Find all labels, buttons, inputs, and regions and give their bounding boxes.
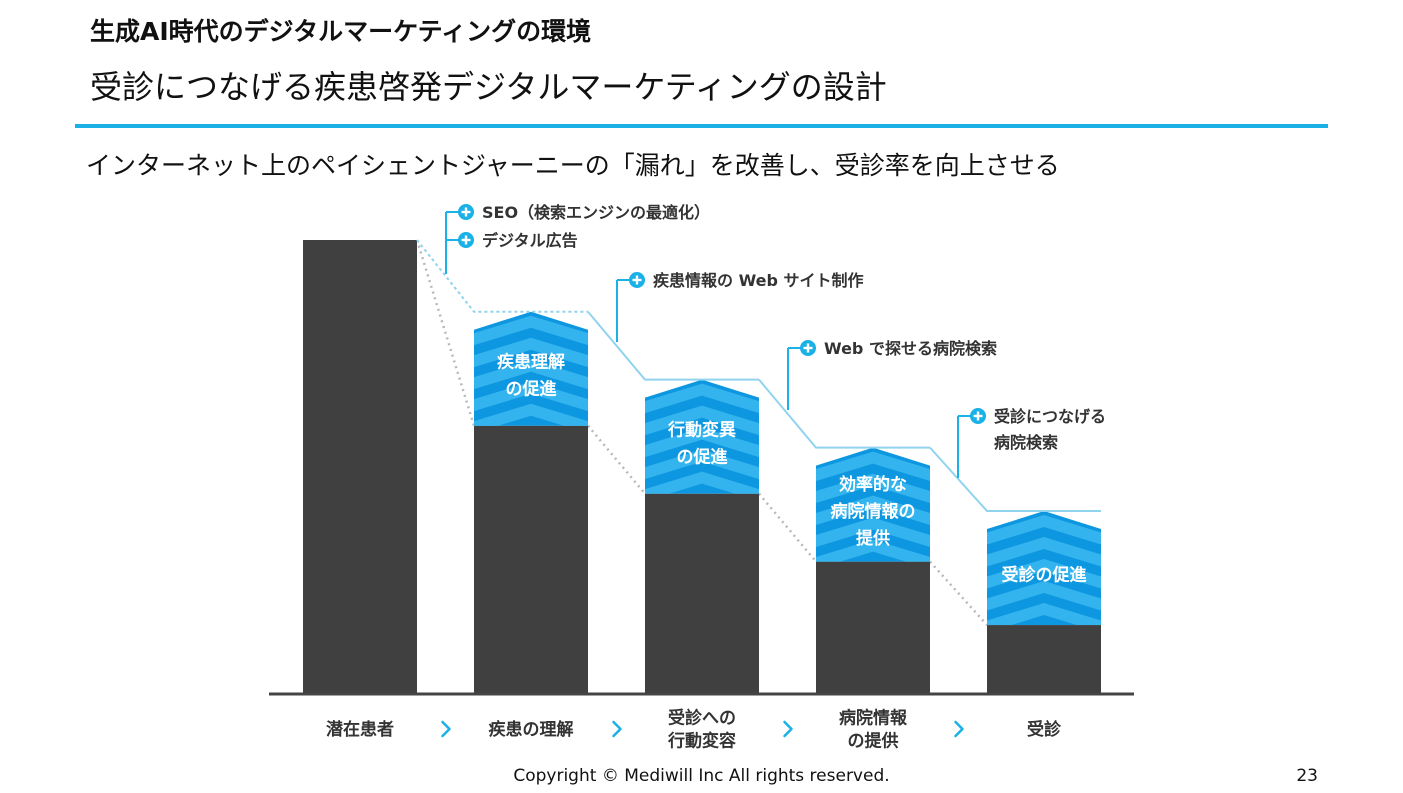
stage-label: 受診 xyxy=(1027,719,1062,740)
stage-label: 受診への xyxy=(668,708,736,729)
leak-line xyxy=(929,446,1101,513)
funnel-bar xyxy=(816,561,930,693)
stage-tag-text: 疾患理解 xyxy=(497,352,565,373)
stage-tag-text: 受診の促進 xyxy=(1002,565,1087,586)
stage-label: 行動変容 xyxy=(667,731,736,752)
measure-text: 病院検索 xyxy=(994,433,1058,452)
stage-tag-text: 効率的な xyxy=(839,474,907,495)
page-subtitle: 受診につなげる疾患啓発デジタルマーケティングの設計 xyxy=(90,68,887,106)
plus-circle-icon xyxy=(458,204,474,220)
leak-line xyxy=(587,311,759,381)
stage-label: 潜在患者 xyxy=(326,719,394,740)
chevron-right-icon xyxy=(783,720,793,738)
stage-tag-text: の促進 xyxy=(677,447,728,468)
stage-tag-block xyxy=(645,379,759,494)
funnel-bar xyxy=(987,625,1101,693)
stage-label: の提供 xyxy=(848,731,899,752)
measure-text: 受診につなげる xyxy=(994,407,1106,426)
page-number: 23 xyxy=(1296,766,1318,786)
leak-line xyxy=(758,379,930,449)
funnel-drop-line xyxy=(758,492,817,563)
chevron-right-icon xyxy=(954,720,964,738)
measure-text: 疾患情報の Web サイト制作 xyxy=(653,271,864,290)
stage-tag-block xyxy=(816,447,930,562)
funnel-drop-line xyxy=(587,424,646,495)
funnel-bar xyxy=(474,425,588,693)
leak-line xyxy=(416,239,588,313)
page-title: 生成AI時代のデジタルマーケティングの環境 xyxy=(90,17,592,46)
measure-text: SEO（検索エンジンの最適化） xyxy=(482,203,710,222)
funnel-drop-line xyxy=(929,560,988,626)
funnel-bar xyxy=(645,493,759,693)
funnel-drop-line xyxy=(415,239,476,427)
stage-tag-text: の促進 xyxy=(506,379,557,400)
footer-copyright: Copyright © Mediwill Inc All rights rese… xyxy=(513,766,890,786)
plus-circle-icon xyxy=(800,340,816,356)
stage-label: 病院情報 xyxy=(839,708,908,729)
stage-tag-text: 病院情報の xyxy=(831,501,916,522)
header-divider xyxy=(75,124,1328,128)
lead-text: インターネット上のペイシェントジャーニーの「漏れ」を改善し、受診率を向上させる xyxy=(86,151,1060,180)
measure-text: Web で探せる病院検索 xyxy=(824,339,997,358)
measure-text: デジタル広告 xyxy=(482,231,578,250)
funnel-bar xyxy=(303,240,417,693)
plus-circle-icon xyxy=(970,408,986,424)
stage-tag-block xyxy=(474,311,588,426)
stage-tag-text: 行動変異 xyxy=(667,420,736,441)
chevron-right-icon xyxy=(612,720,622,738)
plus-circle-icon xyxy=(629,272,645,288)
stage-tag-text: 提供 xyxy=(856,528,890,549)
plus-circle-icon xyxy=(458,232,474,248)
chevron-right-icon xyxy=(441,720,451,738)
stage-tag-block xyxy=(987,511,1101,626)
stage-label: 疾患の理解 xyxy=(489,719,574,740)
